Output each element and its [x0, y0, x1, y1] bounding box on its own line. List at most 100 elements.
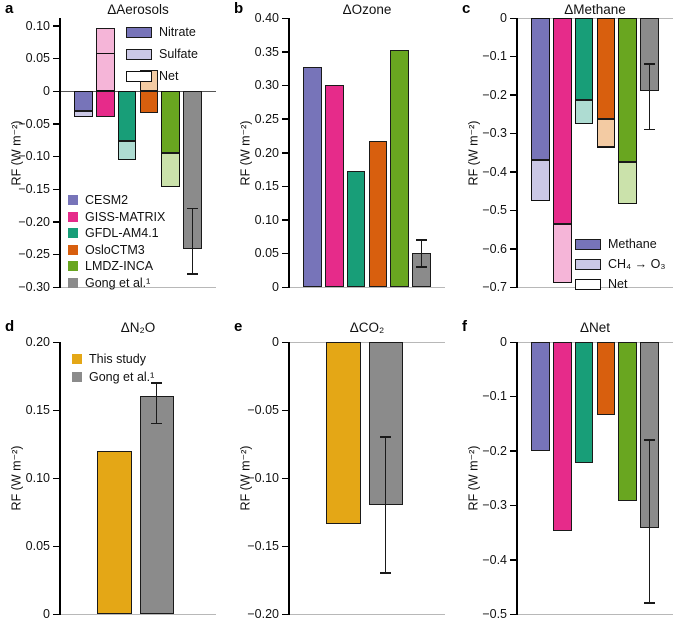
legend-swatch-this-study [72, 354, 82, 364]
legend-label-methane: Methane [608, 237, 657, 251]
y-tick-label: −0.20 [247, 607, 279, 619]
y-tick-label: −0.2 [482, 87, 507, 102]
y-tick-label: −0.05 [18, 116, 50, 131]
legend-swatch-cesm2 [68, 195, 78, 206]
plot-area-a: 0.10 0.05 0 −0.05 −0.10 −0.15 −0.20 −0.25 −0.30 N… [18, 18, 216, 294]
y-tick-label: 0.35 [254, 44, 279, 59]
zero-line [60, 90, 216, 93]
y-tick-label: −0.6 [482, 241, 507, 256]
y-tick [510, 559, 516, 561]
bar-osloctm3-net [596, 342, 616, 415]
y-tick-label: 0.10 [25, 471, 50, 485]
legend-c-0: Methane CH₄ → O₃ Net [575, 234, 665, 294]
legend-label-osloctm3: OsloCTM3 [85, 242, 145, 257]
y-tick [282, 118, 288, 120]
error-bar-cap-gong-et-al [644, 63, 656, 65]
zero-line [289, 341, 445, 343]
y-tick-label: 0 [272, 280, 279, 294]
error-bar-cap-gong-et-al [151, 422, 163, 425]
y-tick [510, 286, 516, 288]
panel-letter-a: a [5, 0, 14, 17]
net-outline-gfdl-am4-1 [117, 91, 137, 160]
y-tick [510, 613, 516, 615]
legend-label-net: Net [608, 277, 628, 291]
net-outline-lmdz-inca [161, 91, 181, 188]
bottom-axis-line [60, 613, 216, 615]
y-tick-label: 0.40 [254, 11, 279, 25]
panel-title-b: ΔOzone [342, 2, 392, 17]
y-tick [282, 341, 288, 343]
legend-label-ch-o: CH₄ → O₃ [608, 257, 666, 271]
y-tick [282, 185, 288, 188]
y-tick-label: 0 [43, 84, 50, 99]
bottom-axis-line [289, 286, 445, 288]
legend-label-gong-et-al: Gong et al.¹ [89, 370, 155, 384]
y-tick-label: −0.7 [482, 280, 507, 294]
error-bar-cap-gong-et-al [416, 239, 428, 241]
error-bar-gong-et-al [155, 382, 158, 424]
legend-label-this-study: This study [89, 352, 146, 366]
y-tick [282, 219, 288, 221]
y-tick-label: −0.15 [18, 182, 50, 197]
error-bar-cap-gong-et-al [380, 436, 392, 438]
legend-label-gfdl-am4-1: GFDL-AM4.1 [85, 226, 159, 241]
panel-f: f ΔNet RF (W m⁻²) 0 −0.1 −0.2 −0.3 −0.4 −0.5 [457, 310, 685, 619]
y-tick-label: −0.15 [247, 539, 279, 553]
error-bar-gong-et-al [648, 439, 651, 604]
legend-label-sulfate: Sulfate [159, 47, 198, 61]
bar-gfdl-am4-1-ozone [346, 171, 366, 287]
error-bar-cap-gong-et-al [187, 273, 199, 275]
plot-area-e: 0 −0.05 −0.10 −0.15 −0.20 [247, 335, 445, 619]
net-outline-cesm2 [531, 18, 550, 202]
y-tick [510, 55, 516, 58]
y-tick-label: 0.10 [254, 212, 279, 227]
y-axis-spine [516, 342, 518, 615]
y-tick [53, 613, 59, 615]
y-tick-label: −0.1 [482, 49, 507, 64]
y-tick-label: 0 [272, 335, 279, 349]
panel-letter-e: e [234, 318, 243, 335]
y-tick [282, 545, 288, 547]
y-tick [510, 450, 516, 452]
y-tick [53, 57, 59, 60]
legend-item-net: Net [575, 274, 665, 294]
plot-area-b: 0.40 0.35 0.30 0.25 0.20 0.15 0.10 0.05 0 [255, 11, 445, 294]
legend-swatch-methane [575, 238, 601, 250]
y-tick [282, 152, 288, 154]
y-tick [510, 94, 516, 96]
y-tick [53, 90, 59, 93]
y-tick-label: 0.20 [254, 145, 279, 160]
error-bar-cap-gong-et-al [644, 128, 656, 131]
bar-osloctm3-ozone [368, 141, 388, 287]
legend-swatch-gong-et-al [72, 372, 82, 382]
legend-item-giss-matrix: GISS-MATRIX [68, 209, 165, 226]
bar-gfdl-am4-1-net [574, 342, 594, 464]
legend-swatch-net [575, 278, 601, 290]
y-tick-label: −0.20 [18, 214, 50, 229]
error-bar-cap-gong-et-al [151, 382, 163, 384]
y-tick [53, 477, 59, 479]
y-tick [53, 25, 59, 27]
legend-item-ch-o: CH₄ → O₃ [575, 254, 665, 274]
y-tick [282, 409, 288, 411]
y-axis-spine [516, 18, 518, 288]
panel-title-a: ΔAerosols [107, 2, 169, 17]
bar-gong-et-al-n2o [139, 396, 174, 614]
panel-a: a ΔAerosols RF (W m⁻²) 0.10 0.05 0 −0.05 −0.10−… [0, 0, 228, 310]
y-tick-label: −0.25 [18, 247, 50, 262]
y-tick [53, 155, 59, 158]
error-bar-cap-gong-et-al [644, 439, 656, 441]
net-outline-giss-matrix [95, 53, 115, 92]
bar-giss-matrix-ozone [324, 84, 344, 287]
y-tick [282, 252, 288, 255]
y-tick [510, 171, 516, 173]
y-tick-label: −0.4 [482, 164, 507, 179]
bar-giss-matrix-net [552, 342, 572, 531]
panel-letter-f: f [462, 318, 467, 335]
y-tick [282, 477, 288, 479]
error-bar-cap-gong-et-al [380, 572, 392, 574]
panel-b: b ΔOzone RF (W m⁻²) 0.40 0.35 0.30 0.25 0.20 0.1… [229, 0, 457, 310]
panel-letter-b: b [234, 0, 244, 17]
y-tick-label: 0.15 [254, 179, 279, 194]
y-tick-label: −0.2 [482, 443, 507, 458]
